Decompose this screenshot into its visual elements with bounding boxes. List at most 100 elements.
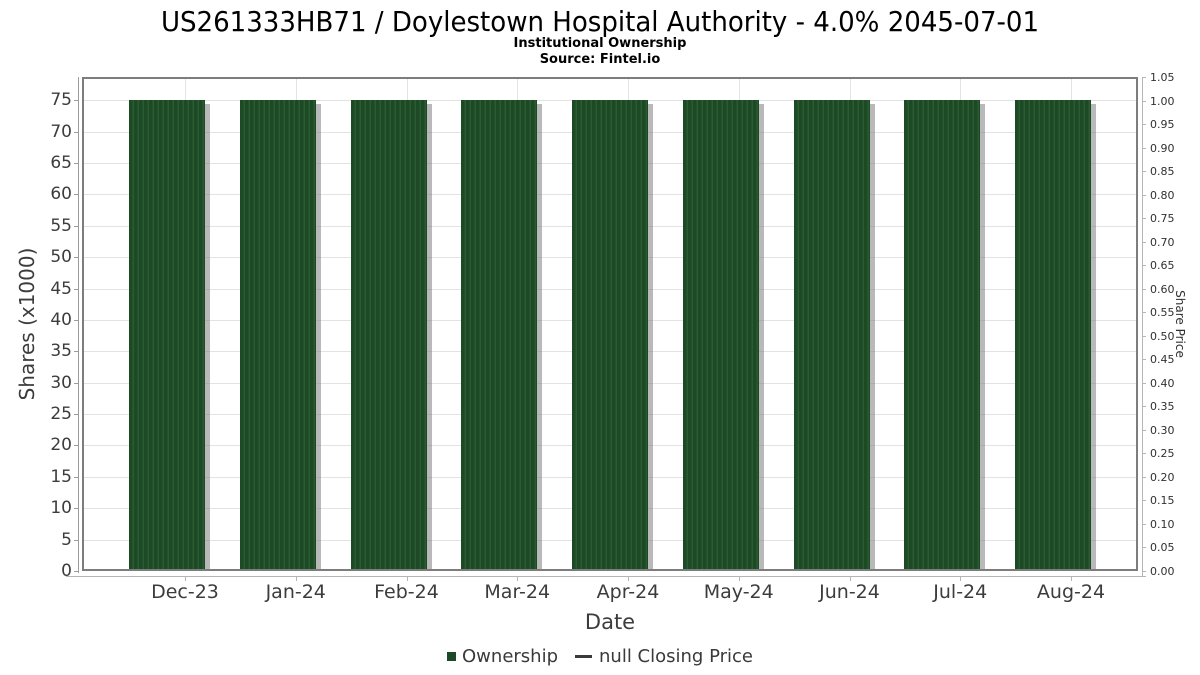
- y-left-tick-label: 55: [50, 215, 72, 236]
- y-right-tick-label: 0.45: [1150, 353, 1175, 367]
- y-left-tick-label: 65: [50, 152, 72, 173]
- y-left-tick: [74, 508, 78, 510]
- y-right-tick-label: 0.05: [1150, 541, 1175, 555]
- y-left-tick: [74, 539, 78, 541]
- y-left-tick: [74, 194, 78, 196]
- y-right-tick: [1142, 194, 1146, 196]
- y-right-tick-label: 0.70: [1150, 235, 1175, 249]
- bar: [572, 100, 648, 571]
- x-axis-line: [66, 576, 1146, 577]
- y-right-tick-label: 0.50: [1150, 329, 1175, 343]
- y-right-tick-label: 0.90: [1150, 141, 1175, 155]
- y-left-tick-label: 30: [50, 372, 72, 393]
- y-right-tick: [1142, 218, 1146, 220]
- x-tick: [1071, 576, 1072, 581]
- y-left-tick-label: 25: [50, 404, 72, 425]
- y-left-tick: [74, 225, 78, 227]
- y-right-tick: [1142, 288, 1146, 290]
- y-right-tick: [1142, 476, 1146, 478]
- y-left-tick-label: 45: [50, 278, 72, 299]
- y-right-tick: [1142, 265, 1146, 267]
- x-tick-label: Aug-24: [1036, 581, 1106, 603]
- y-right-tick-label: 0.85: [1150, 165, 1175, 179]
- bar: [239, 100, 316, 571]
- y-right-tick: [1142, 571, 1146, 572]
- y-right-tick-label: 0.65: [1150, 259, 1175, 273]
- x-tick: [960, 576, 962, 581]
- y-left-tick: [74, 319, 78, 321]
- x-tick: [849, 576, 851, 581]
- y-left-tick: [74, 476, 78, 478]
- x-tick: [738, 576, 740, 581]
- bar: [350, 100, 427, 571]
- y-left-tick-label: 15: [50, 466, 72, 487]
- y-right-tick-label: 0.55: [1150, 306, 1175, 320]
- y-right-axis-line: [1142, 77, 1143, 577]
- y-right-tick: [1142, 406, 1146, 408]
- y-left-tick: [74, 162, 78, 164]
- y-right-tick: [1142, 312, 1146, 314]
- y-right-tick-label: 0.20: [1150, 470, 1175, 484]
- y-axis-label-left: Shares (x1000): [15, 247, 39, 401]
- x-tick: [295, 576, 297, 581]
- y-axis-label-right: Share Price: [1173, 290, 1187, 358]
- y-right-tick: [1142, 547, 1146, 549]
- y-right-tick-label: 0.35: [1150, 400, 1175, 414]
- legend-item-ownership: Ownership: [447, 646, 558, 667]
- y-left-tick: [74, 351, 78, 353]
- legend-item-closing-price: null Closing Price: [558, 646, 753, 667]
- y-right-tick: [1142, 523, 1146, 525]
- y-left-axis-line: [78, 77, 79, 573]
- y-left-tick: [74, 571, 78, 572]
- y-right-tick: [1142, 241, 1146, 243]
- y-left-tick: [74, 445, 78, 447]
- x-tick-label: May-24: [703, 581, 774, 603]
- y-left-tick-label: 0: [61, 561, 72, 581]
- y-left-tick-label: 60: [50, 184, 72, 205]
- y-left-tick: [74, 100, 78, 102]
- x-tick-label: Feb-24: [374, 581, 439, 603]
- y-right-tick: [1142, 147, 1146, 149]
- y-right-tick: [1142, 335, 1146, 337]
- bar: [793, 100, 870, 571]
- ownership-square-marker-icon: [447, 652, 457, 661]
- y-right-tick: [1142, 77, 1146, 78]
- y-right-tick-label: 0.00: [1150, 565, 1175, 578]
- y-left-tick: [74, 257, 78, 259]
- x-tick-label: Apr-24: [596, 581, 660, 603]
- y-right-tick-label: 0.15: [1150, 494, 1175, 508]
- y-right-tick-label: 0.25: [1150, 447, 1175, 461]
- y-right-tick-label: 1.05: [1150, 71, 1175, 84]
- x-axis-label: Date: [584, 610, 636, 634]
- y-right-tick-label: 0.95: [1150, 118, 1175, 132]
- y-right-tick: [1142, 382, 1146, 384]
- y-right-tick-label: 0.75: [1150, 212, 1175, 226]
- y-right-tick-label: 0.60: [1150, 282, 1175, 296]
- y-left-tick-label: 75: [50, 90, 72, 111]
- legend: Ownership null Closing Price: [0, 646, 1200, 667]
- y-right-tick-label: 0.80: [1150, 188, 1175, 202]
- y-left-tick: [74, 414, 78, 416]
- x-tick-label: Jun-24: [819, 581, 880, 603]
- x-tick: [628, 576, 629, 581]
- y-left-tick: [74, 288, 78, 290]
- y-right-tick: [1142, 359, 1146, 361]
- y-right-tick: [1142, 171, 1146, 173]
- y-right-tick-label: 0.40: [1150, 376, 1175, 390]
- legend-label-closing-price: null Closing Price: [599, 646, 753, 667]
- bar: [129, 100, 205, 571]
- bar: [682, 100, 759, 571]
- y-right-tick-label: 1.00: [1150, 94, 1175, 108]
- chart-source: Source: Fintel.io: [539, 52, 661, 67]
- chart-subtitle: Institutional Ownership: [513, 36, 687, 51]
- y-right-tick: [1142, 124, 1146, 126]
- y-right-tick-label: 0.30: [1150, 423, 1175, 437]
- bar: [904, 100, 981, 571]
- x-tick-label: Dec-23: [151, 581, 219, 603]
- y-left-tick-label: 5: [61, 529, 72, 550]
- x-tick: [517, 576, 519, 581]
- x-tick-label: Jan-24: [265, 581, 326, 603]
- bar: [1015, 100, 1091, 571]
- x-tick-label: Jul-24: [933, 581, 988, 603]
